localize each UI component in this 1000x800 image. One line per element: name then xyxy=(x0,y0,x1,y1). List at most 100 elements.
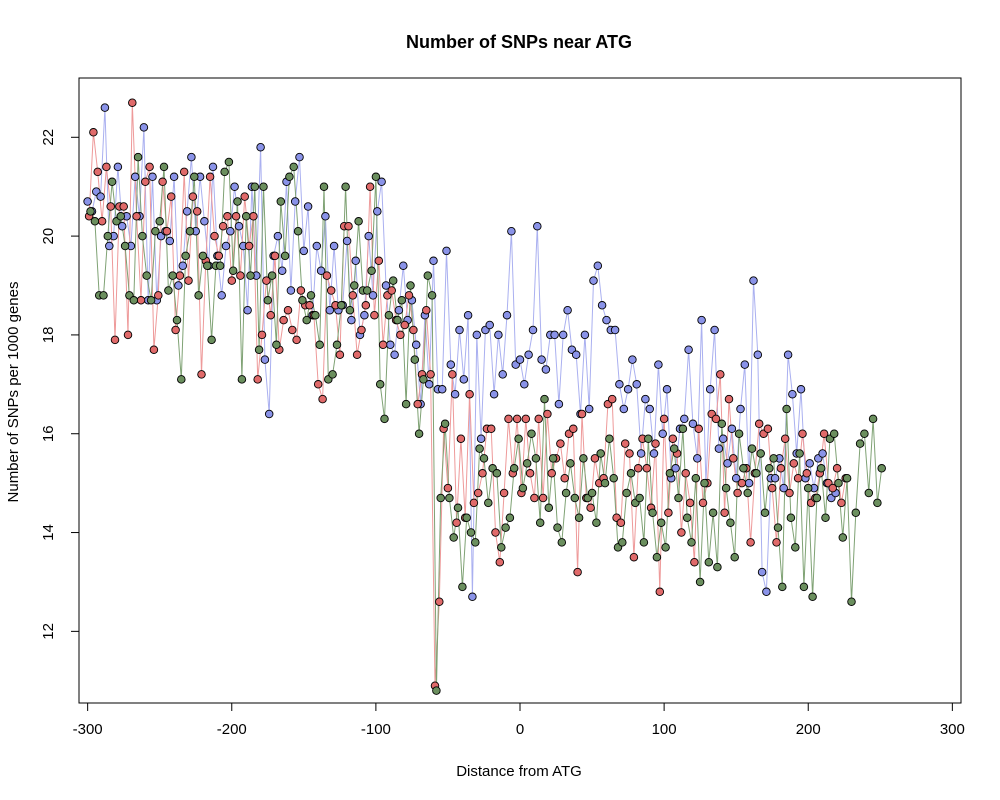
data-point xyxy=(717,419,727,429)
data-point xyxy=(512,414,522,424)
data-point xyxy=(285,172,294,182)
data-point xyxy=(133,152,143,162)
data-point xyxy=(386,340,395,350)
data-point xyxy=(290,197,300,206)
data-point xyxy=(404,291,414,300)
data-point xyxy=(668,434,678,443)
data-point xyxy=(113,162,123,172)
data-point xyxy=(553,523,562,532)
data-point xyxy=(86,207,95,216)
data-point xyxy=(590,454,600,463)
data-point xyxy=(778,582,787,592)
data-point xyxy=(233,197,242,206)
data-point xyxy=(155,217,164,226)
data-point xyxy=(684,345,693,354)
data-point xyxy=(254,345,264,354)
data-point xyxy=(298,296,307,305)
data-point xyxy=(318,394,327,404)
data-point xyxy=(223,212,232,221)
data-point xyxy=(210,231,219,241)
data-point xyxy=(484,498,493,508)
data-point xyxy=(99,291,108,300)
data-point xyxy=(541,365,551,374)
data-point xyxy=(616,518,626,527)
data-point xyxy=(466,528,476,537)
data-point xyxy=(164,286,173,295)
data-point xyxy=(497,543,506,552)
y-tick-label: 18 xyxy=(40,327,57,344)
data-point xyxy=(757,567,767,577)
data-point xyxy=(316,266,326,275)
data-point xyxy=(341,182,350,191)
data-point xyxy=(521,414,531,424)
data-point xyxy=(550,330,559,340)
data-point xyxy=(799,582,809,592)
data-point xyxy=(769,454,778,463)
data-point xyxy=(609,473,618,483)
data-point xyxy=(139,123,149,132)
data-point xyxy=(522,459,532,468)
data-point xyxy=(803,483,813,493)
data-point xyxy=(103,231,113,241)
data-point xyxy=(165,236,175,246)
data-point xyxy=(370,310,379,320)
data-point xyxy=(491,528,500,537)
data-point xyxy=(579,454,588,463)
data-point xyxy=(560,473,569,483)
data-point xyxy=(664,508,673,518)
data-point xyxy=(400,320,409,330)
data-point xyxy=(145,162,154,172)
data-point xyxy=(105,241,114,251)
data-point xyxy=(442,246,451,256)
data-point xyxy=(524,350,533,359)
data-point xyxy=(302,315,311,325)
data-point xyxy=(192,207,202,216)
data-point xyxy=(344,221,353,231)
data-point xyxy=(655,587,665,597)
data-point xyxy=(756,449,765,458)
data-point xyxy=(381,281,391,290)
data-point xyxy=(270,251,280,261)
data-point xyxy=(185,226,195,236)
data-point xyxy=(429,256,438,266)
data-point xyxy=(625,449,634,458)
data-point xyxy=(782,404,791,414)
data-point xyxy=(693,454,702,463)
data-point xyxy=(337,301,346,310)
data-point xyxy=(538,493,548,503)
data-point xyxy=(602,315,611,325)
data-point xyxy=(571,350,581,359)
data-point xyxy=(321,212,330,221)
data-point xyxy=(641,394,650,404)
data-point xyxy=(661,543,670,552)
data-point xyxy=(478,469,487,478)
data-point xyxy=(724,394,734,404)
data-point xyxy=(723,459,732,468)
data-point xyxy=(228,266,238,275)
data-point xyxy=(711,414,721,424)
data-point xyxy=(106,202,115,211)
data-point xyxy=(740,360,750,369)
data-point xyxy=(749,276,758,285)
data-point xyxy=(221,241,231,251)
data-point xyxy=(166,192,176,201)
data-point xyxy=(296,286,306,295)
data-point xyxy=(694,424,703,434)
data-point xyxy=(188,192,198,201)
data-point xyxy=(812,493,822,503)
data-point xyxy=(332,340,342,350)
data-point xyxy=(226,226,235,236)
data-point xyxy=(445,493,454,503)
data-point xyxy=(615,380,624,389)
data-point xyxy=(498,370,507,379)
data-point xyxy=(283,305,293,315)
data-point xyxy=(306,291,316,300)
data-point xyxy=(295,152,304,162)
data-point xyxy=(685,498,695,508)
data-point xyxy=(819,429,829,438)
data-point xyxy=(200,217,209,226)
data-point xyxy=(776,464,786,473)
data-point xyxy=(730,552,739,562)
data-point xyxy=(654,360,663,369)
data-point xyxy=(246,271,255,280)
